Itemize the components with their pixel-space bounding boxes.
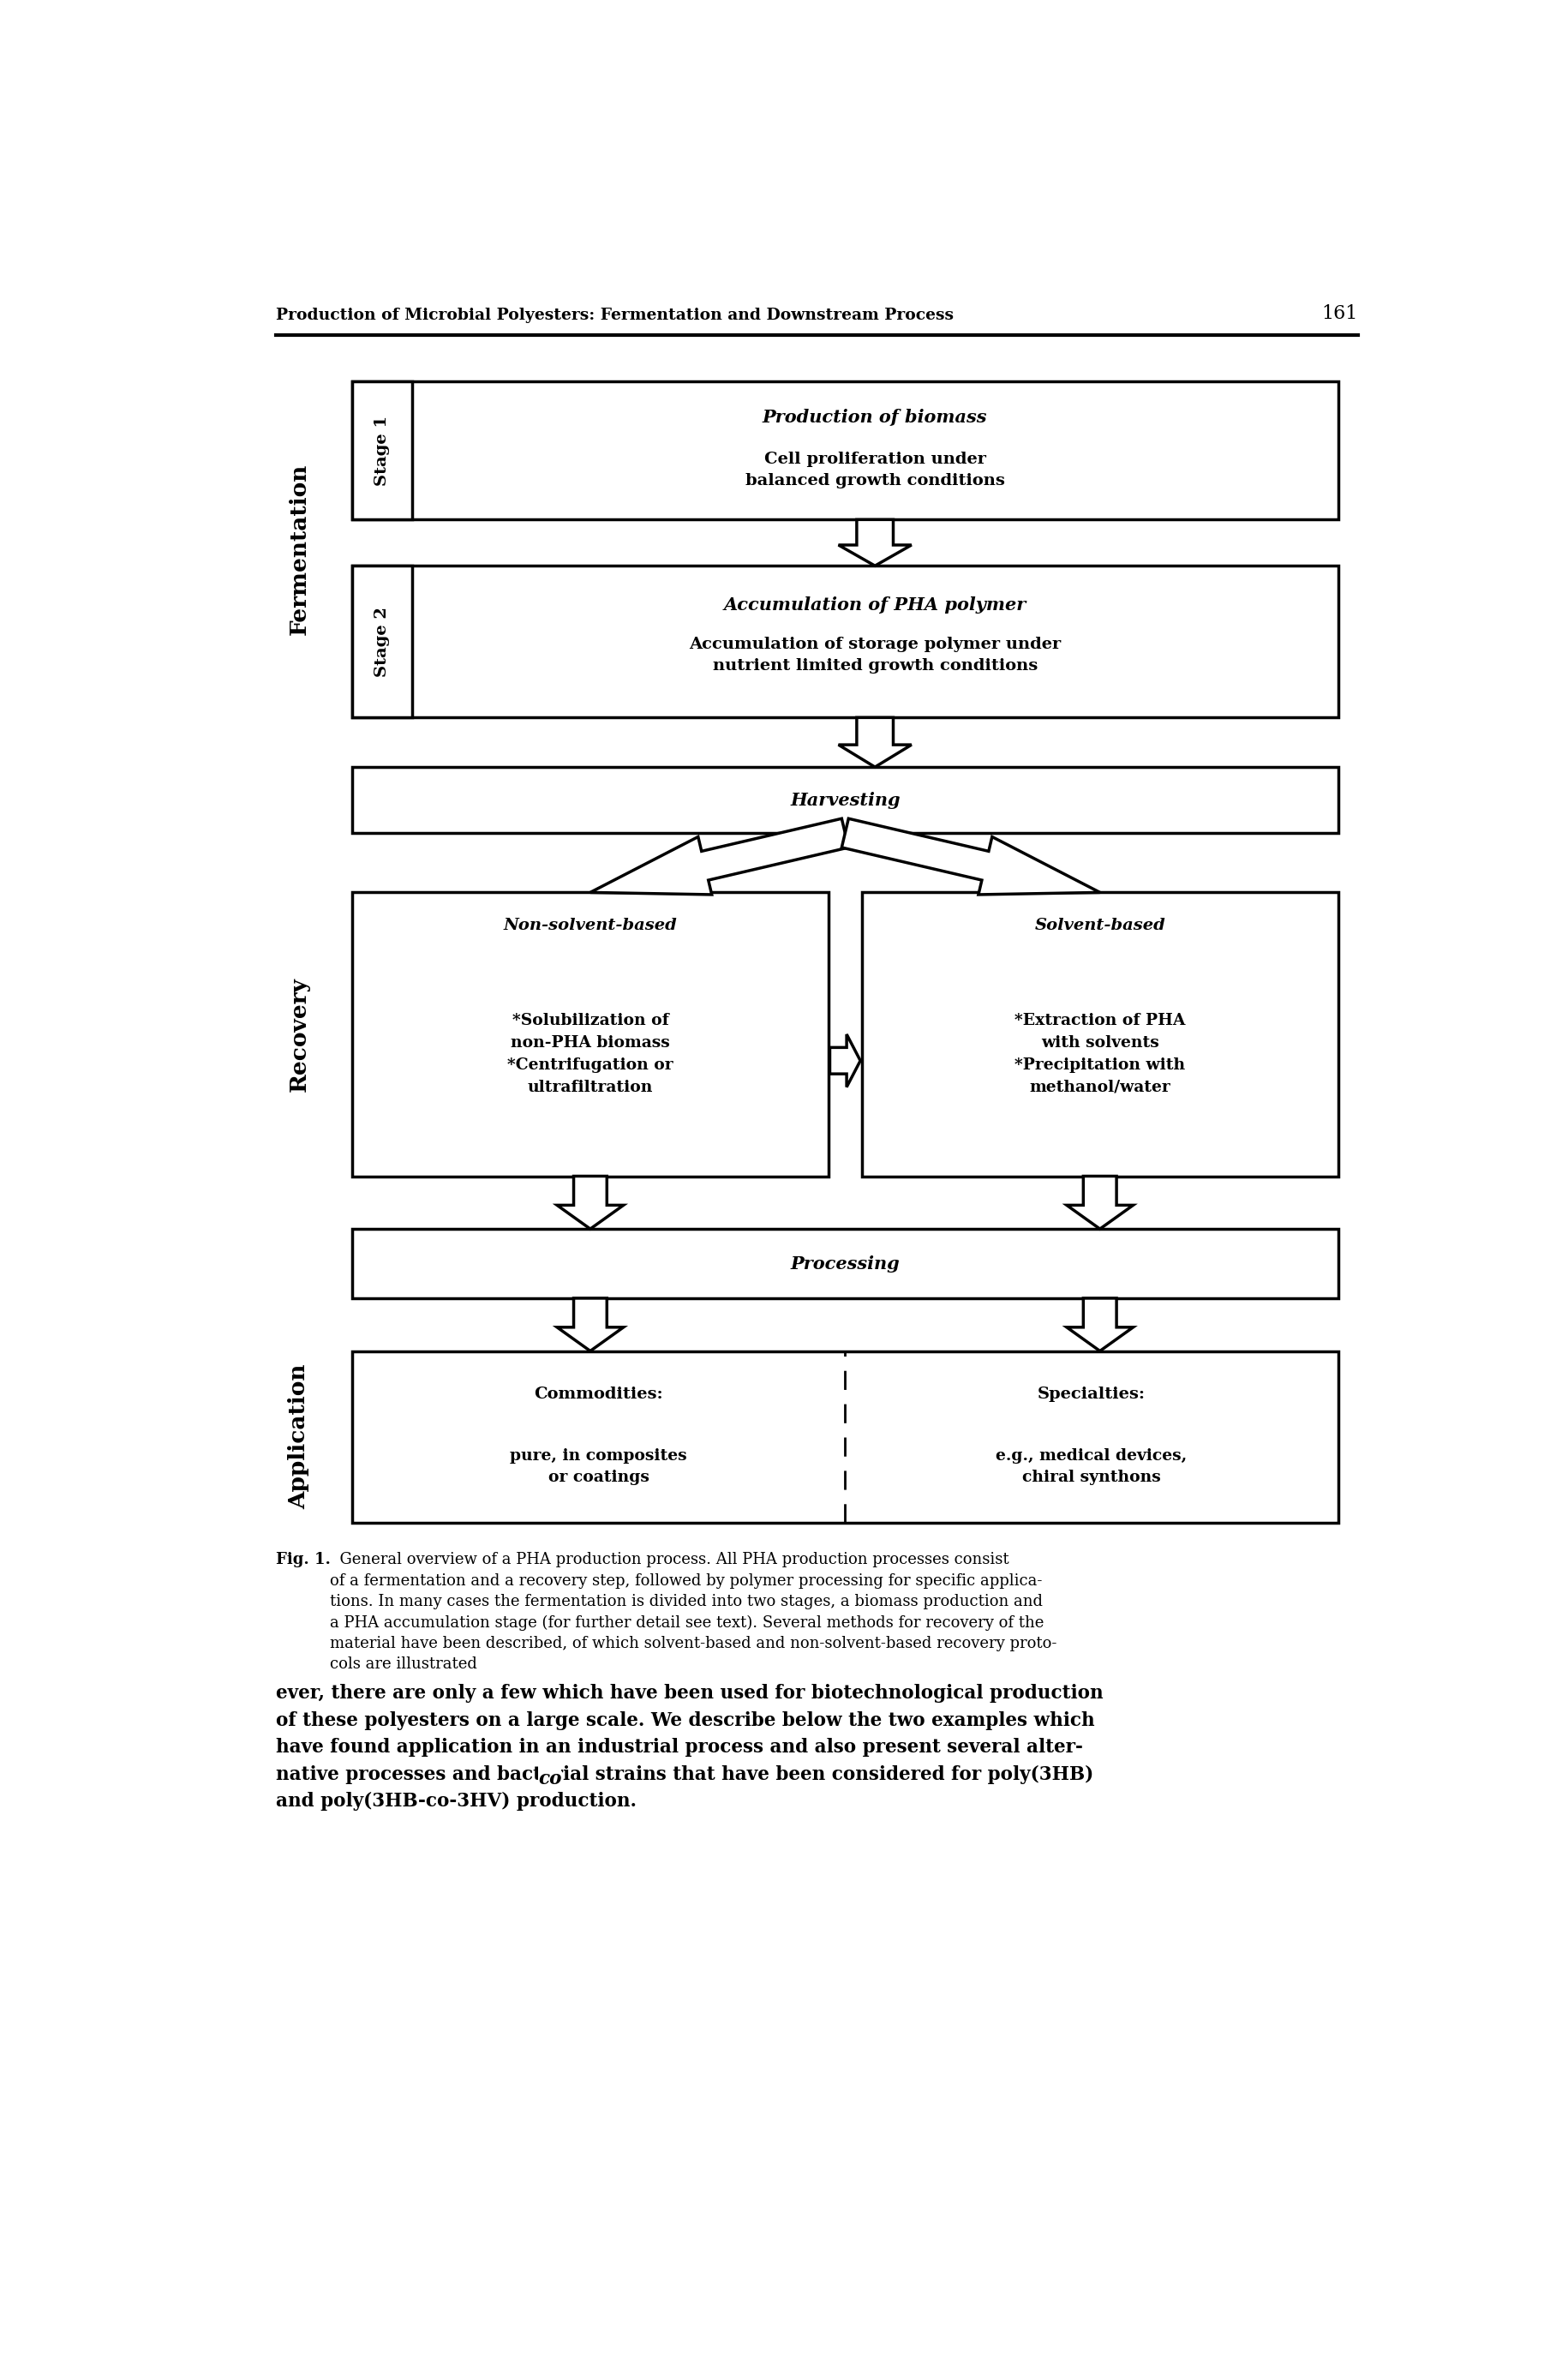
Text: Harvesting: Harvesting [790, 792, 900, 809]
Text: Fig. 1.: Fig. 1. [276, 1553, 331, 1567]
Text: 161: 161 [1322, 304, 1358, 323]
Text: Production of Microbial Polyesters: Fermentation and Downstream Process: Production of Microbial Polyesters: Ferm… [276, 307, 953, 323]
Bar [353, 1351, 1338, 1522]
Polygon shape [557, 1177, 624, 1229]
Text: co: co [538, 1769, 561, 1788]
Text: ever, there are only a few which have been used for biotechnological production
: ever, there are only a few which have be… [276, 1684, 1102, 1810]
Text: Solvent-based: Solvent-based [1035, 918, 1165, 932]
Polygon shape [842, 818, 1099, 894]
Polygon shape [1066, 1177, 1134, 1229]
Bar [353, 380, 1338, 521]
Text: pure, in composites
or coatings: pure, in composites or coatings [510, 1448, 687, 1484]
Text: Processing: Processing [790, 1256, 900, 1272]
Text: Application: Application [289, 1365, 309, 1510]
Text: Specialties:: Specialties: [1038, 1386, 1146, 1401]
Polygon shape [839, 718, 911, 768]
Text: Stage 2: Stage 2 [375, 606, 389, 678]
Text: Fermentation: Fermentation [289, 464, 309, 635]
Polygon shape [590, 818, 848, 894]
Text: e.g., medical devices,
chiral synthons: e.g., medical devices, chiral synthons [996, 1448, 1187, 1484]
Polygon shape [557, 1298, 624, 1351]
Bar [353, 768, 1338, 832]
Polygon shape [829, 1034, 861, 1087]
Polygon shape [1066, 1298, 1134, 1351]
Bar [353, 566, 1338, 718]
Text: Commodities:: Commodities: [535, 1386, 663, 1401]
Text: Stage 1: Stage 1 [375, 416, 389, 485]
Bar [353, 892, 828, 1177]
Bar [862, 892, 1338, 1177]
Text: *Extraction of PHA
with solvents
*Precipitation with
methanol/water: *Extraction of PHA with solvents *Precip… [1014, 1013, 1185, 1094]
Bar [353, 380, 412, 521]
Text: Non-solvent-based: Non-solvent-based [503, 918, 677, 932]
Bar [353, 1229, 1338, 1298]
Text: General overview of a PHA production process. All PHA production processes consi: General overview of a PHA production pro… [331, 1553, 1057, 1672]
Text: Production of biomass: Production of biomass [762, 409, 988, 426]
Text: Recovery: Recovery [289, 977, 309, 1092]
Polygon shape [839, 521, 911, 566]
Text: *Solubilization of
non-PHA biomass
*Centrifugation or
ultrafiltration: *Solubilization of non-PHA biomass *Cent… [508, 1013, 673, 1094]
Text: Accumulation of PHA polymer: Accumulation of PHA polymer [724, 597, 1027, 614]
Text: Accumulation of storage polymer under
nutrient limited growth conditions: Accumulation of storage polymer under nu… [688, 637, 1062, 673]
Text: Cell proliferation under
balanced growth conditions: Cell proliferation under balanced growth… [745, 452, 1005, 487]
Bar [353, 566, 412, 718]
